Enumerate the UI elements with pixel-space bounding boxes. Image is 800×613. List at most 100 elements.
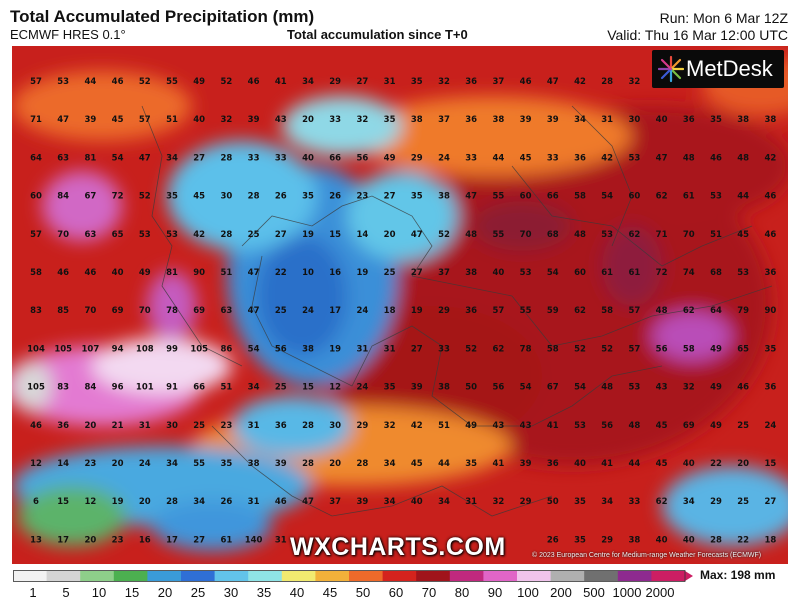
precip-value-label: 32 xyxy=(356,115,368,125)
precip-value-label: 49 xyxy=(710,421,722,431)
header: Total Accumulated Precipitation (mm) ECM… xyxy=(0,0,800,46)
precip-value-label: 15 xyxy=(302,383,314,393)
precip-value-label: 31 xyxy=(248,497,260,507)
precip-value-label: 12 xyxy=(329,383,341,393)
precip-value-label: 26 xyxy=(547,535,559,545)
precip-value-label: 36 xyxy=(683,115,695,125)
precip-value-label: 24 xyxy=(356,383,368,393)
precip-value-label: 39 xyxy=(84,115,96,125)
precip-value-label: 47 xyxy=(302,497,314,507)
precip-value-label: 33 xyxy=(248,153,260,163)
precip-value-label: 84 xyxy=(84,383,96,393)
precip-value-label: 36 xyxy=(465,306,477,316)
precip-value-label: 60 xyxy=(574,268,586,278)
precip-value-label: 13 xyxy=(30,535,42,545)
color-scale-tick-label: 2000 xyxy=(645,585,675,600)
precip-value-label: 42 xyxy=(411,421,423,431)
precip-value-label: 45 xyxy=(737,230,749,240)
color-scale-tick-label: 40 xyxy=(289,585,305,600)
precip-value-label: 34 xyxy=(166,459,178,469)
precip-value-label: 21 xyxy=(112,421,124,431)
border-lines xyxy=(141,105,773,517)
precip-value-label: 24 xyxy=(356,306,368,316)
precip-value-label: 34 xyxy=(683,497,695,507)
precip-value-label: 47 xyxy=(248,268,260,278)
precip-value-label: 34 xyxy=(302,77,314,87)
precip-value-label: 70 xyxy=(520,230,532,240)
precip-value-label: 25 xyxy=(737,497,749,507)
precip-value-label: 24 xyxy=(764,421,776,431)
precip-value-label: 29 xyxy=(356,421,368,431)
precip-value-label: 62 xyxy=(574,306,586,316)
precip-value-label: 101 xyxy=(136,383,154,393)
precip-value-label: 52 xyxy=(438,230,450,240)
precip-value-label: 42 xyxy=(601,153,613,163)
precip-value-label: 41 xyxy=(492,459,504,469)
precip-value-label: 20 xyxy=(302,115,314,125)
precip-value-label: 47 xyxy=(248,306,260,316)
precip-value-label: 41 xyxy=(275,77,287,87)
precip-value-label: 47 xyxy=(465,192,477,202)
precip-value-label: 42 xyxy=(574,77,586,87)
precip-value-label: 45 xyxy=(193,192,205,202)
precip-value-label: 47 xyxy=(57,115,69,125)
precip-value-label: 22 xyxy=(275,268,287,278)
country-border xyxy=(411,275,773,347)
precip-value-label: 54 xyxy=(520,383,532,393)
color-scale-tick-label: 50 xyxy=(355,585,371,600)
precip-value-label: 29 xyxy=(438,306,450,316)
precip-value-label: 83 xyxy=(57,383,69,393)
precip-value-label: 46 xyxy=(248,77,260,87)
precip-value-label: 66 xyxy=(547,192,559,202)
precip-value-label: 39 xyxy=(248,115,260,125)
precip-value-label: 48 xyxy=(574,230,586,240)
metdesk-logo: MetDesk xyxy=(652,50,784,88)
precip-value-label: 78 xyxy=(520,344,532,354)
precip-value-label: 18 xyxy=(764,535,776,545)
precip-value-label: 34 xyxy=(601,497,613,507)
precipitation-map[interactable]: 57 53 44 46 52 55 49 52 46 41 34 29 27 31 35 32 36 37 46 47… xyxy=(12,46,788,564)
field-blue-core xyxy=(257,236,347,356)
color-scale-segment xyxy=(483,571,518,581)
color-scale-frame xyxy=(13,570,686,582)
precip-value-label: 57 xyxy=(30,77,42,87)
precip-value-label: 51 xyxy=(438,421,450,431)
precip-value-label: 31 xyxy=(384,77,396,87)
precip-value-label: 32 xyxy=(492,497,504,507)
model-label: ECMWF HRES 0.1° xyxy=(10,27,126,42)
color-scale-segment xyxy=(13,571,48,581)
precip-value-label: 56 xyxy=(601,421,613,431)
precip-value-label: 52 xyxy=(139,192,151,202)
precip-value-label: 19 xyxy=(112,497,124,507)
precip-value-label: 17 xyxy=(166,535,178,545)
color-scale-tick-label: 500 xyxy=(583,585,605,600)
precip-value-label: 65 xyxy=(737,344,749,354)
precip-value-label: 91 xyxy=(166,383,178,393)
precip-value-label: 16 xyxy=(329,268,341,278)
precip-value-label: 31 xyxy=(139,421,151,431)
field-green-southwest xyxy=(17,486,127,546)
precip-value-label: 34 xyxy=(248,383,260,393)
precip-value-label: 58 xyxy=(601,306,613,316)
precip-value-label: 23 xyxy=(112,535,124,545)
precip-value-label: 53 xyxy=(166,230,178,240)
color-scale-segment xyxy=(584,571,619,581)
precip-value-label: 53 xyxy=(520,268,532,278)
precip-value-label: 27 xyxy=(193,153,205,163)
precip-value-label: 46 xyxy=(520,77,532,87)
precip-value-label: 24 xyxy=(139,459,151,469)
precip-value-label: 70 xyxy=(84,306,96,316)
precip-value-label: 37 xyxy=(329,497,341,507)
precip-value-label: 105 xyxy=(54,344,72,354)
color-scale-segment xyxy=(80,571,115,581)
precip-value-label: 57 xyxy=(628,344,640,354)
precip-value-label: 40 xyxy=(492,268,504,278)
logo-text: MetDesk xyxy=(686,56,773,81)
field-orange-north xyxy=(352,96,632,176)
precip-value-label: 38 xyxy=(737,115,749,125)
precip-value-label: 45 xyxy=(520,153,532,163)
precip-value-label: 31 xyxy=(275,535,287,545)
precip-value-label: 40 xyxy=(302,153,314,163)
precip-value-label: 51 xyxy=(220,268,232,278)
max-value-label: Max: 198 mm xyxy=(700,568,776,582)
